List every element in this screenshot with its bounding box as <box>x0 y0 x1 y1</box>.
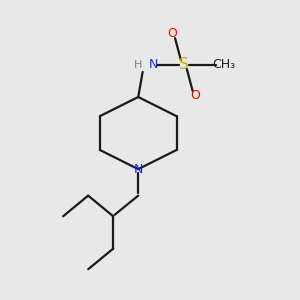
Text: CH₃: CH₃ <box>212 58 235 71</box>
Text: H: H <box>134 60 142 70</box>
Text: N: N <box>148 58 158 71</box>
Text: O: O <box>167 27 177 40</box>
Text: S: S <box>179 57 189 72</box>
Text: O: O <box>191 89 201 102</box>
Text: N: N <box>134 163 143 176</box>
